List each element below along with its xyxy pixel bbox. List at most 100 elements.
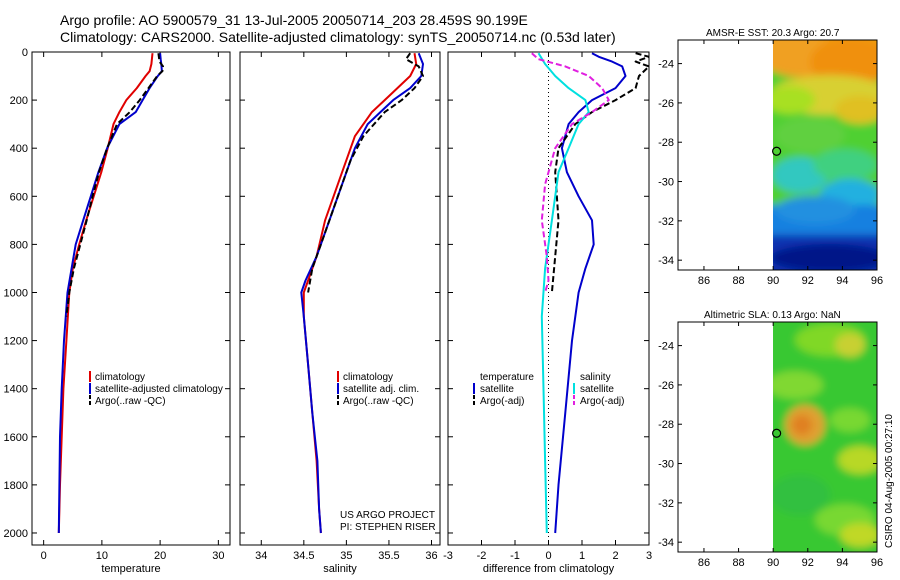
x-tick-label: 20 [154, 550, 166, 562]
y-tick-label: 800 [10, 239, 28, 251]
map-x-tick-label: 88 [732, 557, 744, 569]
map-y-tick-label: -24 [658, 59, 674, 71]
temperature-panel: 0 10 20 30 0 200 400 600 800 1000 1200 1400 1600 1800… [4, 47, 231, 575]
difference-legend-temperature: temperature satellite Argo(-adj) [473, 372, 534, 407]
legend-label-satellite: satellite-adjusted climatology [95, 384, 223, 395]
series-line-climatology [57, 53, 154, 534]
series-group [531, 52, 649, 534]
map-x-tick-label: 90 [767, 275, 779, 287]
legend-label-climatology: climatology [343, 372, 393, 383]
x-tick-label: -2 [477, 550, 487, 562]
x-tick-label: 35 [340, 550, 352, 562]
map-y-tick-label: -30 [658, 177, 674, 189]
map-x-tick-label: 86 [698, 275, 710, 287]
map-y-tick-label: -28 [658, 137, 674, 149]
x-axis-label: temperature [101, 563, 160, 575]
legend-label-climatology: climatology [95, 372, 145, 383]
map-y-tick-label: -32 [658, 216, 674, 228]
figure-title-line1: Argo profile: AO 5900579_31 13-Jul-2005 … [60, 12, 528, 28]
map-x-tick-label: 90 [767, 557, 779, 569]
map-frame [677, 321, 878, 553]
salinity-panel: 34 34.5 35 35.5 36 salinity [239, 51, 441, 575]
map-y-tick-label: -26 [658, 380, 674, 392]
y-tick-label: 1000 [4, 287, 28, 299]
x-tick-label: 1 [579, 550, 585, 562]
x-tick-label: 3 [646, 550, 652, 562]
x-tick-label: 0 [545, 550, 551, 562]
x-axis-label: salinity [323, 563, 357, 575]
y-tick-label: 1200 [4, 336, 28, 348]
argo-float-location-marker [772, 146, 782, 156]
sst-map-title: AMSR-E SST: 20.3 Argo: 20.7 [706, 28, 840, 39]
map-x-tick-label: 86 [698, 557, 710, 569]
sla-map-title: Altimetric SLA: 0.13 Argo: NaN [704, 310, 841, 321]
salinity-legend: climatology satellite adj. clim. Argo(..… [337, 371, 419, 407]
legend-title-salinity: salinity [580, 372, 611, 383]
difference-panel: -3 -2 -1 0 1 2 3 difference from climatology [443, 51, 652, 575]
series-line-argo-raw-qc [65, 53, 164, 317]
series-line-temperature-satellite [554, 52, 627, 534]
sst-field [773, 40, 877, 270]
map-x-tick-label: 96 [871, 275, 883, 287]
x-tick-label: -1 [510, 550, 520, 562]
temperature-legend: climatology satellite-adjusted climatolo… [89, 371, 223, 407]
map-y-tick-label: -24 [658, 341, 674, 353]
x-tick-label: 0 [41, 550, 47, 562]
sla-map-panel: Altimetric SLA: 0.13 Argo: NaN 86 88 90 92 9… [658, 310, 883, 569]
legend-label-sal-argo: Argo(-adj) [580, 396, 624, 407]
y-tick-label: 0 [22, 47, 28, 59]
series-line-satellite-adjusted-climatology [57, 53, 163, 534]
series-group [57, 53, 164, 534]
map-y-tick-label: -30 [658, 459, 674, 471]
y-tick-label: 400 [10, 143, 28, 155]
x-axis-label: difference from climatology [483, 563, 615, 575]
x-tick-label: 2 [612, 550, 618, 562]
y-tick-label: 600 [10, 191, 28, 203]
map-x-tick-label: 96 [871, 557, 883, 569]
y-tick-label: 1400 [4, 384, 28, 396]
y-tick-label: 2000 [4, 528, 28, 540]
series-group [300, 52, 424, 534]
legend-title-temperature: temperature [480, 372, 534, 383]
legend-label-satellite: satellite adj. clim. [343, 384, 419, 395]
map-y-tick-label: -34 [658, 255, 674, 267]
map-y-tick-label: -26 [658, 98, 674, 110]
side-timestamp-label: CSIRO 04-Aug-2005 00:27:10 [884, 414, 895, 548]
map-y-tick-label: -32 [658, 498, 674, 510]
figure-title-line2: Climatology: CARS2000. Satellite-adjuste… [60, 29, 616, 45]
credits-line1: US ARGO PROJECT [340, 510, 435, 521]
map-x-tick-label: 94 [836, 275, 848, 287]
map-y-tick-label: -28 [658, 419, 674, 431]
map-x-tick-label: 92 [802, 275, 814, 287]
legend-label-temp-satellite: satellite [480, 384, 514, 395]
difference-legend-salinity: salinity satellite Argo(-adj) [573, 372, 624, 407]
series-line-salinity-satellite [537, 52, 590, 534]
map-frame [677, 39, 878, 271]
plot-frame [447, 51, 650, 546]
x-tick-label: 34 [255, 550, 267, 562]
plot-frame [239, 51, 441, 546]
map-x-tick-label: 88 [732, 275, 744, 287]
series-line-temperature-argo-adj [550, 52, 649, 293]
x-tick-label: 34.5 [293, 550, 314, 562]
x-tick-label: 30 [212, 550, 224, 562]
credits-line2: PI: STEPHEN RISER [340, 522, 436, 533]
x-tick-label: 35.5 [378, 550, 399, 562]
map-x-tick-label: 94 [836, 557, 848, 569]
y-tick-label: 1600 [4, 432, 28, 444]
y-tick-label: 200 [10, 95, 28, 107]
legend-label-argo: Argo(..raw -QC) [95, 396, 166, 407]
plot-frame [31, 51, 231, 546]
y-tick-label: 1800 [4, 480, 28, 492]
legend-label-temp-argo: Argo(-adj) [480, 396, 524, 407]
argo-float-location-marker [772, 428, 782, 438]
x-tick-label: -3 [443, 550, 453, 562]
legend-label-argo: Argo(..raw -QC) [343, 396, 414, 407]
x-tick-label: 36 [425, 550, 437, 562]
sla-field [773, 322, 877, 552]
map-y-tick-label: -34 [658, 537, 674, 549]
series-line-climatology [302, 53, 418, 534]
sst-map-panel: AMSR-E SST: 20.3 Argo: 20.7 86 88 90 92 9 [658, 28, 883, 287]
series-line-argo-raw-qc [307, 52, 424, 293]
